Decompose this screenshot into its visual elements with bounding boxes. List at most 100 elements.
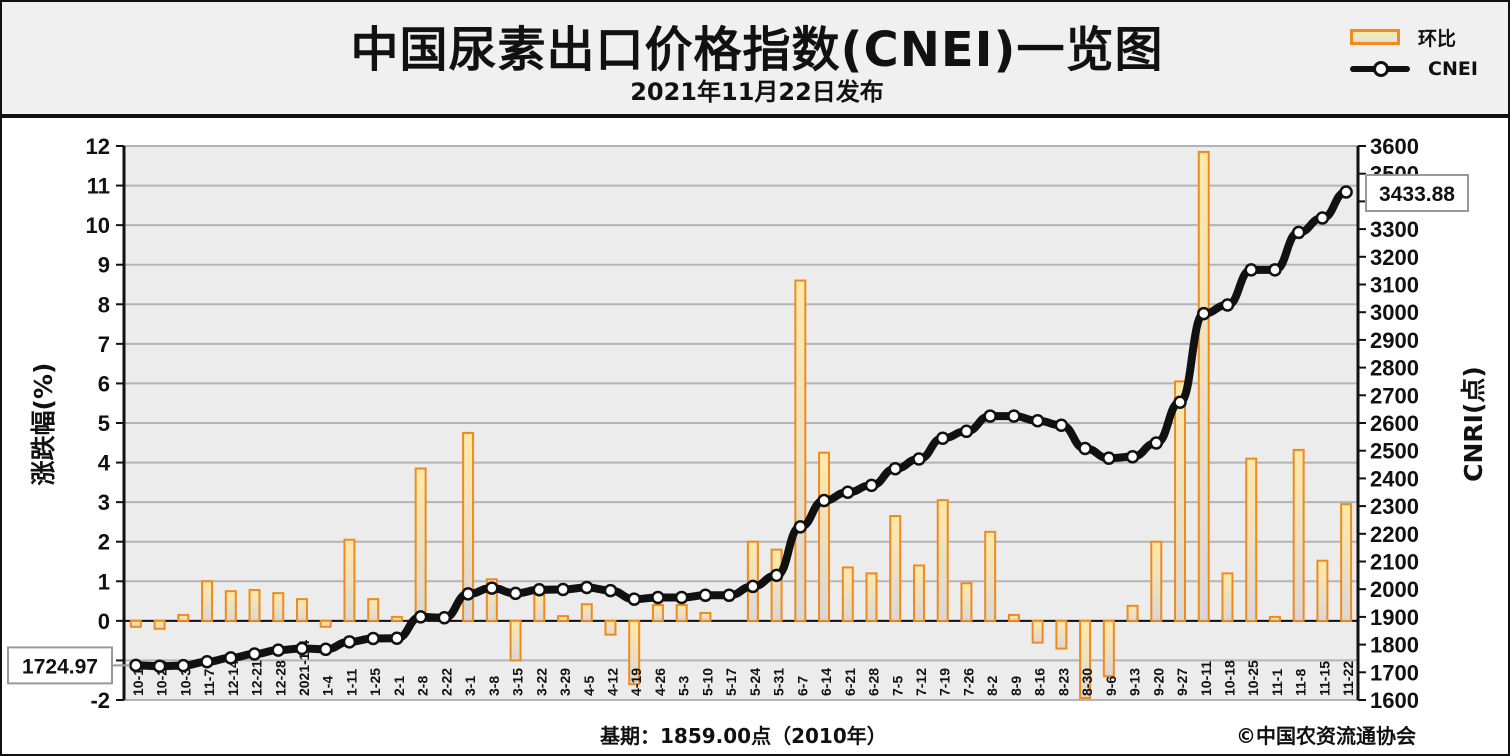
cnei-point — [1125, 450, 1140, 464]
bar-change — [628, 619, 641, 686]
bar-change — [1007, 613, 1020, 622]
x-axis-tick-label: 11-15 — [1316, 661, 1332, 696]
bar-change — [1268, 615, 1281, 622]
bar-change — [177, 613, 190, 622]
cnei-point — [627, 592, 641, 606]
left-axis-tick-label: 8 — [98, 292, 110, 317]
right-axis-tick-label: 2600 — [1370, 411, 1419, 436]
x-axis-tick-label: 12-14 — [225, 660, 241, 696]
cnei-point — [200, 655, 214, 669]
x-axis-tick-label: 8-2 — [984, 676, 1000, 696]
cnei-point — [390, 631, 404, 645]
bar-change — [557, 615, 570, 622]
start-value-box — [7, 646, 113, 685]
bar-change — [912, 564, 925, 622]
x-axis-tick-label: 9-27 — [1174, 668, 1190, 696]
left-axis-tick-label: 4 — [98, 451, 111, 476]
cnei-point — [224, 651, 238, 665]
cnei-point — [295, 641, 309, 656]
left-axis-tick-label: 6 — [98, 371, 110, 396]
cnei-point — [888, 461, 902, 476]
x-axis-tick-label: 2-1 — [391, 676, 407, 696]
left-axis-title: 涨跌幅(%) — [29, 363, 58, 486]
x-axis-tick-label: 3-8 — [486, 676, 502, 696]
cnei-point — [935, 431, 950, 445]
chart-plot: -2-1012345678910111216001700180019002000… — [7, 134, 1488, 713]
bar-change — [1221, 572, 1234, 622]
right-axis-tick-label: 2400 — [1370, 466, 1419, 491]
cnei-point — [864, 478, 879, 493]
bar-change — [675, 604, 688, 622]
x-axis-tick-label: 1-11 — [343, 669, 359, 696]
right-axis-tick-label: 1800 — [1370, 633, 1419, 658]
bar-change — [319, 619, 332, 628]
x-axis-tick-label: 4-12 — [604, 668, 620, 696]
copyright-note: ©中国农资流通协会 — [1236, 724, 1416, 748]
x-axis-tick-label: 6-28 — [866, 668, 882, 696]
x-axis-tick-label: 5-31 — [771, 668, 787, 696]
bar-change — [509, 619, 522, 662]
bar-change — [865, 572, 878, 622]
bar-change — [462, 431, 475, 622]
x-axis-tick-label: 4-26 — [652, 668, 668, 696]
right-axis-tick-label: 2200 — [1370, 522, 1419, 547]
bar-change — [390, 615, 403, 622]
cnei-point — [1291, 225, 1306, 240]
cnei-point — [247, 647, 262, 661]
x-axis-tick-label: 10-25 — [1245, 660, 1261, 696]
cnei-point — [1315, 211, 1330, 225]
x-axis-tick-label: 5-10 — [699, 668, 715, 696]
right-axis-tick-label: 1700 — [1370, 660, 1419, 685]
cnei-point — [959, 424, 974, 439]
chart-title: 中国尿素出口价格指数(CNEI)一览图 — [350, 22, 1164, 78]
bar-change — [604, 619, 617, 636]
x-axis-tick-label: 5-17 — [723, 668, 739, 696]
cnei-point — [651, 590, 665, 605]
right-axis-tick-label: 3100 — [1370, 273, 1419, 298]
bar-change — [224, 590, 237, 622]
x-axis-tick-label: 8-23 — [1055, 668, 1071, 696]
bar-change — [533, 592, 546, 622]
bar-change — [367, 598, 380, 622]
x-axis-tick-label: 9-13 — [1127, 668, 1143, 696]
x-axis-tick-label: 7-26 — [960, 668, 976, 696]
bar-change — [153, 619, 166, 630]
bar-change — [129, 619, 142, 628]
x-axis-tick-label: 2-22 — [438, 668, 454, 696]
bar-change — [414, 467, 427, 622]
cnei-point — [152, 659, 167, 673]
cnei-point — [603, 583, 618, 598]
cnei-point — [508, 586, 523, 601]
end-value-label: 3433.88 — [1379, 183, 1455, 206]
cnei-point — [983, 409, 997, 423]
start-value-label: 1724.97 — [22, 655, 98, 678]
cnei-point — [413, 610, 428, 624]
cnei-point — [271, 643, 285, 657]
cnei-point — [722, 588, 736, 603]
legend-bar-swatch — [1350, 29, 1400, 45]
bar-change — [1197, 150, 1210, 622]
bar-change — [1340, 503, 1353, 622]
right-axis-tick-label: 2800 — [1370, 356, 1419, 381]
right-axis-tick-label: 1600 — [1370, 688, 1419, 713]
bar-change — [295, 598, 308, 622]
x-axis-tick-label: 5-3 — [676, 676, 692, 696]
cnei-point — [1054, 418, 1069, 432]
right-axis-tick-label: 1900 — [1370, 605, 1419, 630]
right-axis-title: CNRI(点) — [1459, 366, 1488, 482]
bar-change — [272, 592, 285, 622]
bar-change — [936, 499, 949, 622]
cnei-point — [485, 581, 499, 595]
legend-line-swatch — [1350, 59, 1410, 79]
x-axis-tick-label: 10-18 — [1221, 660, 1237, 696]
x-axis-tick-label: 3-22 — [533, 668, 549, 696]
bar-change — [580, 603, 593, 622]
left-axis-tick-label: 0 — [98, 609, 110, 634]
bar-change — [1245, 457, 1258, 622]
right-axis-tick-label: 2000 — [1370, 577, 1419, 602]
cnei-point — [912, 452, 926, 466]
cnei-point — [580, 580, 594, 595]
cnei-point — [1173, 395, 1187, 409]
cnei-point — [366, 631, 380, 646]
legend-line-label: CNEI — [1428, 58, 1478, 80]
